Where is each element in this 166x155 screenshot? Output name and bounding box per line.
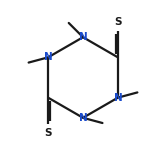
- Text: N: N: [114, 93, 122, 103]
- Text: N: N: [44, 52, 52, 62]
- Text: N: N: [79, 113, 87, 123]
- Text: N: N: [79, 32, 87, 42]
- Text: S: S: [114, 18, 122, 27]
- Text: S: S: [44, 128, 52, 137]
